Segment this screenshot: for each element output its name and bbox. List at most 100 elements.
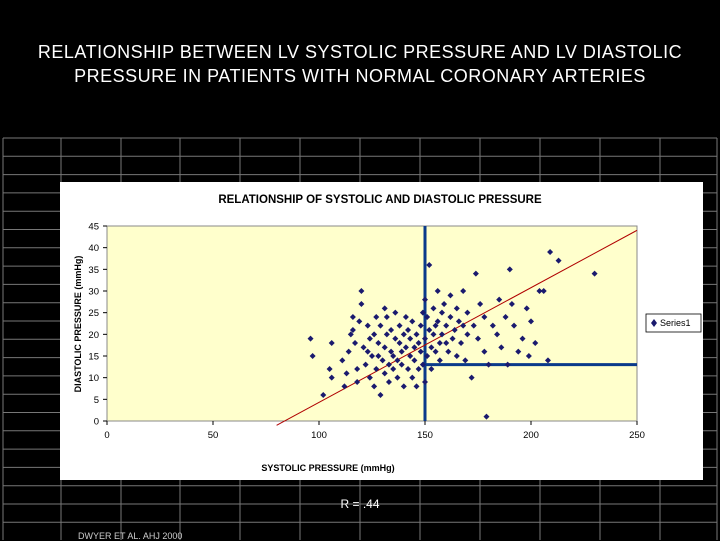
y-tick-label: 15 xyxy=(88,352,99,363)
data-point xyxy=(447,314,454,320)
data-point xyxy=(428,366,435,372)
data-point xyxy=(415,340,422,346)
data-point xyxy=(422,335,428,342)
y-tick-label: 45 xyxy=(88,222,99,233)
data-point xyxy=(472,270,479,277)
data-point xyxy=(460,288,467,294)
data-point xyxy=(356,318,363,325)
legend-label: Series1 xyxy=(660,318,691,328)
data-point xyxy=(426,327,433,333)
data-point xyxy=(398,361,405,368)
data-point xyxy=(455,318,462,325)
data-point xyxy=(377,392,384,398)
data-point xyxy=(489,322,496,329)
data-point xyxy=(432,348,439,355)
r-value: R = .44 xyxy=(340,497,380,511)
data-point xyxy=(407,353,414,359)
data-point xyxy=(379,357,386,364)
data-point xyxy=(326,366,333,372)
data-point xyxy=(419,361,426,368)
data-point xyxy=(449,335,456,342)
data-point xyxy=(381,305,388,312)
data-point xyxy=(377,322,384,329)
data-point xyxy=(477,301,484,307)
data-point xyxy=(394,374,401,381)
data-point xyxy=(320,392,327,398)
data-point xyxy=(443,322,450,329)
data-point xyxy=(400,331,407,338)
data-point xyxy=(402,314,409,320)
data-point xyxy=(504,361,511,368)
data-point xyxy=(381,344,388,351)
data-point xyxy=(417,322,424,329)
data-point xyxy=(388,348,395,355)
data-point xyxy=(405,327,412,333)
data-point xyxy=(360,344,367,351)
data-point xyxy=(364,348,371,355)
data-point xyxy=(422,296,428,303)
slide-title: RELATIONSHIP BETWEEN LV SYSTOLIC PRESSUR… xyxy=(0,40,720,88)
data-point xyxy=(547,249,554,255)
y-tick-label: 40 xyxy=(88,243,99,254)
data-point xyxy=(508,301,515,307)
y-tick-label: 35 xyxy=(88,265,99,276)
data-point xyxy=(525,353,532,359)
data-point xyxy=(413,331,420,338)
data-point xyxy=(349,327,356,333)
data-point xyxy=(383,331,390,338)
data-point xyxy=(392,335,399,342)
y-tick-label: 10 xyxy=(88,373,99,384)
data-point xyxy=(426,262,433,268)
data-point xyxy=(496,296,503,303)
citation: DWYER ET AL. AHJ 2000 xyxy=(78,531,183,541)
x-tick-label: 50 xyxy=(208,430,219,441)
y-tick-label: 25 xyxy=(88,308,99,319)
data-point xyxy=(434,318,441,325)
data-point xyxy=(532,340,539,346)
data-point xyxy=(528,318,534,325)
data-point xyxy=(464,309,471,316)
chart-title: RELATIONSHIP OF SYSTOLIC AND DIASTOLIC P… xyxy=(218,194,542,206)
x-axis-ticks: 0 50 100 150 200 250 xyxy=(104,421,645,441)
data-point xyxy=(506,266,513,273)
data-point xyxy=(328,374,335,381)
x-tick-label: 150 xyxy=(417,430,433,441)
data-point xyxy=(523,305,530,312)
data-point xyxy=(462,357,469,364)
legend-box xyxy=(645,313,702,333)
reference-lines xyxy=(423,226,637,421)
x-axis-label: SYSTOLIC PRESSURE (mmHg) xyxy=(261,463,394,473)
data-point xyxy=(373,366,380,372)
data-point xyxy=(371,383,378,390)
data-point xyxy=(307,335,314,342)
data-point xyxy=(460,322,467,329)
y-tick-label: 0 xyxy=(94,417,99,428)
data-point xyxy=(544,357,551,364)
slide-title-line-1: RELATIONSHIP BETWEEN LV SYSTOLIC PRESSUR… xyxy=(37,42,683,62)
data-point xyxy=(445,348,452,355)
data-point xyxy=(494,331,501,338)
data-point xyxy=(591,270,598,277)
data-point xyxy=(555,257,562,264)
data-point xyxy=(366,335,373,342)
data-point xyxy=(434,288,441,294)
x-tick-label: 100 xyxy=(311,430,327,441)
data-point xyxy=(430,331,437,338)
data-point xyxy=(405,366,412,372)
data-point xyxy=(475,335,481,342)
data-point xyxy=(364,322,371,329)
data-point xyxy=(498,344,505,351)
x-tick-label: 0 xyxy=(104,430,109,441)
data-point xyxy=(349,314,356,320)
data-point xyxy=(400,383,407,390)
data-point xyxy=(347,331,354,338)
slide-title-line-2: PRESSURE IN PATIENTS WITH NORMAL CORONAR… xyxy=(74,66,646,86)
data-point xyxy=(390,366,397,372)
data-point xyxy=(413,383,420,390)
y-tick-label: 20 xyxy=(88,330,99,341)
data-point xyxy=(485,361,492,368)
data-point xyxy=(394,357,401,364)
data-point xyxy=(373,314,380,320)
data-point xyxy=(443,340,450,346)
data-point xyxy=(409,374,416,381)
